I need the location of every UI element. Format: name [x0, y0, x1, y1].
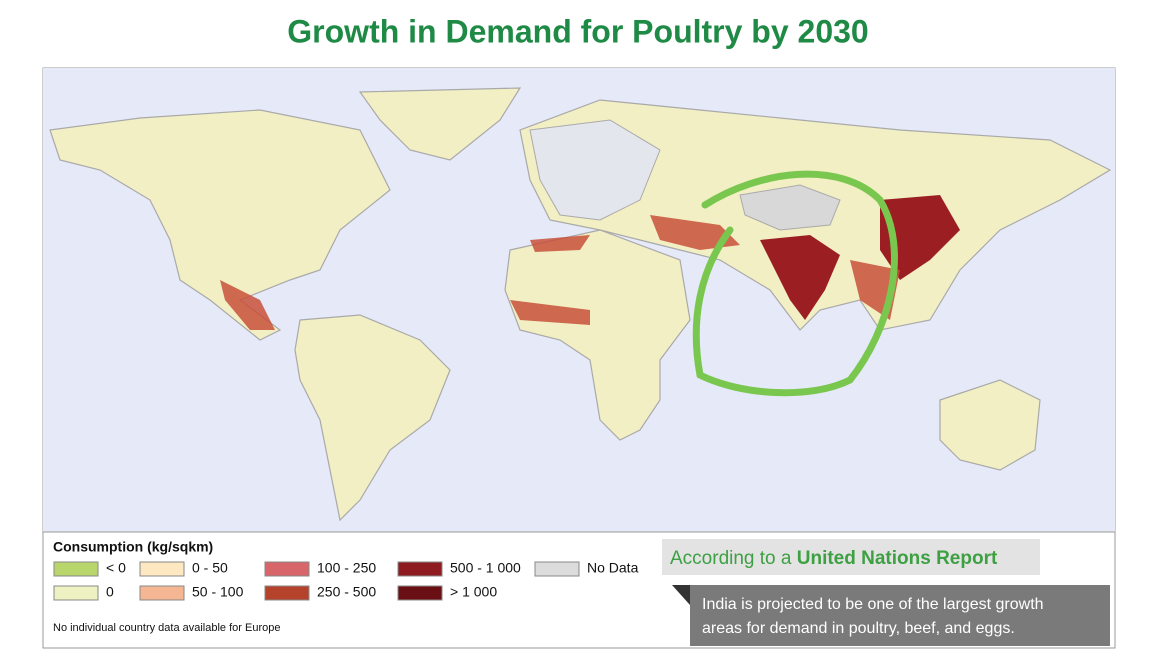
legend-swatch	[534, 561, 580, 577]
title: Growth in Demand for Poultry by 2030	[287, 13, 868, 49]
legend-swatch	[397, 585, 443, 601]
legend-label: No Data	[587, 560, 639, 576]
legend-note: No individual country data available for…	[53, 622, 280, 634]
callout-header-box	[662, 539, 1040, 575]
legend: < 0 0 0 - 50 50 - 100 100 - 250 250 - 500 500 …	[53, 560, 639, 601]
legend-swatch	[264, 585, 310, 601]
callout-prefix: According to a	[670, 548, 797, 569]
callout-body-box	[690, 585, 1110, 646]
callout-header: According to a United Nations Report	[670, 548, 998, 569]
callout-highlight: United Nations Report	[797, 548, 998, 569]
legend-label: > 1 000	[450, 584, 497, 600]
legend-label: 100 - 250	[317, 560, 376, 576]
legend-title: Consumption (kg/sqkm)	[53, 539, 213, 555]
legend-label: 0 - 50	[192, 560, 228, 576]
callout-body: India is projected to be one of the larg…	[702, 596, 1044, 637]
legend-swatch	[139, 585, 185, 601]
legend-label: 250 - 500	[317, 584, 376, 600]
highlight-circle	[692, 170, 898, 397]
legend-swatch	[264, 561, 310, 577]
continents	[49, 87, 1112, 522]
legend-label: 50 - 100	[192, 584, 244, 600]
callout-line: areas for demand in poultry, beef, and e…	[702, 620, 1015, 637]
legend-swatch	[53, 561, 99, 577]
legend-label: < 0	[106, 560, 126, 576]
callout-line: India is projected to be one of the larg…	[702, 596, 1044, 613]
legend-swatch	[139, 561, 185, 577]
legend-label: 0	[106, 584, 114, 600]
legend-swatch	[53, 585, 99, 601]
legend-swatch	[397, 561, 443, 577]
callout-pointer	[672, 585, 690, 605]
legend-label: 500 - 1 000	[450, 560, 521, 576]
